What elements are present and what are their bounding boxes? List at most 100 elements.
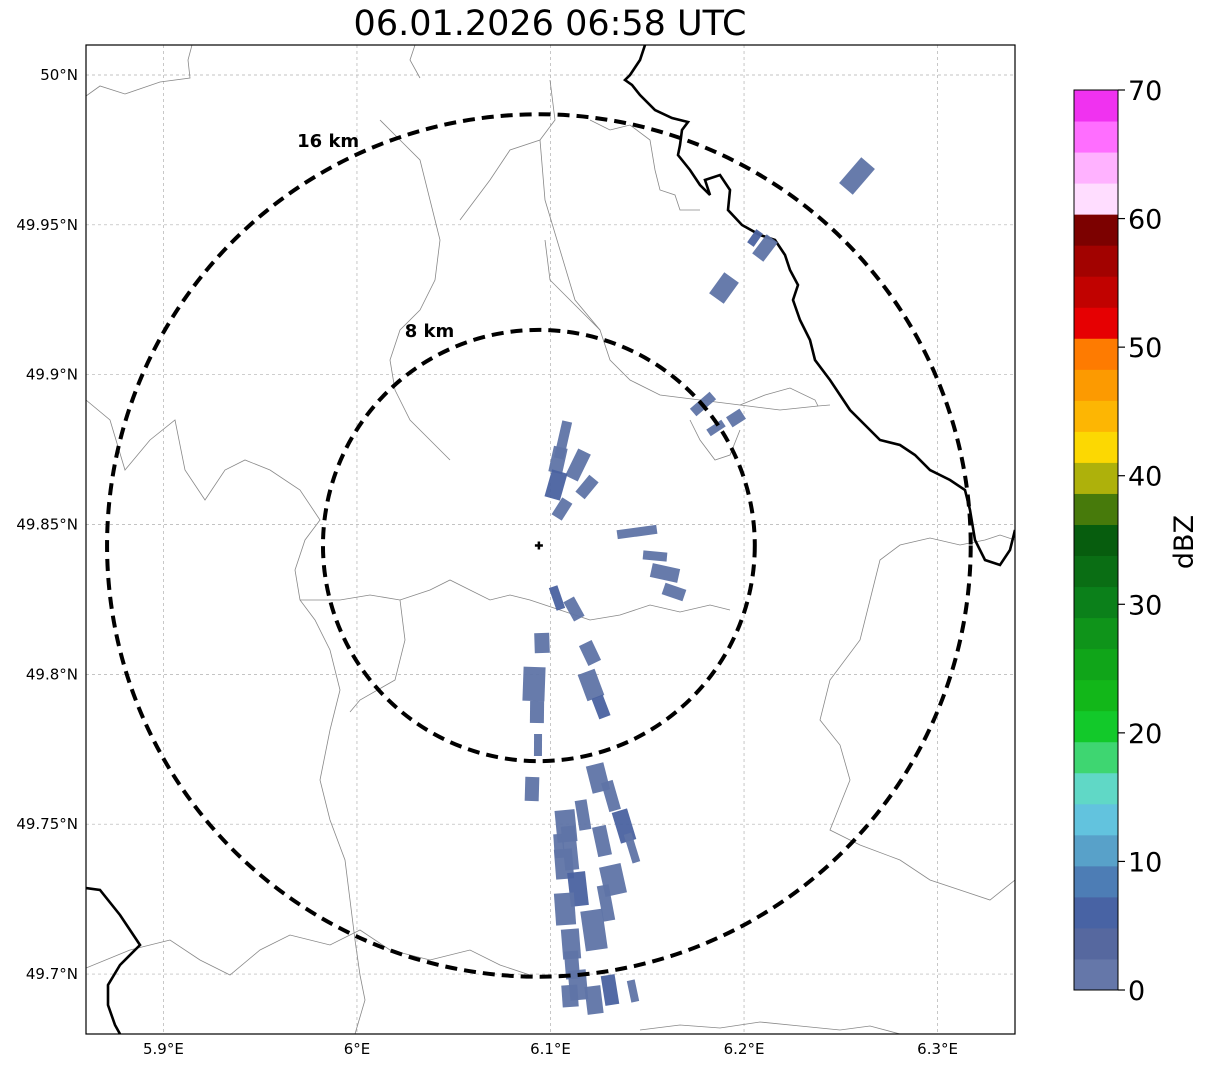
colorbar-segment	[1074, 183, 1118, 215]
echo-cell	[529, 700, 545, 724]
colorbar-segment	[1074, 958, 1118, 991]
x-tick-label: 5.9°E	[143, 1040, 184, 1058]
colorbar-segment	[1074, 865, 1118, 898]
echo-cell	[574, 799, 592, 831]
colorbar-tick-label: 70	[1128, 76, 1162, 107]
range-ring-label: 16 km	[297, 131, 359, 152]
colorbar-segment	[1074, 121, 1118, 153]
colorbar: 0 10 20 30 40 50 60 70 dBZ	[1073, 76, 1200, 1007]
echo-cell	[592, 824, 612, 858]
echo-cell	[752, 234, 778, 262]
colorbar-segment	[1074, 679, 1118, 712]
echo-cell	[563, 596, 585, 622]
colorbar-tick-label: 50	[1128, 333, 1162, 364]
colorbar-tick-label: 40	[1128, 462, 1162, 493]
echo-cell	[553, 848, 575, 880]
y-tick-label: 49.7°N	[26, 965, 78, 983]
colorbar-segment	[1074, 307, 1118, 339]
echo-cell	[553, 892, 577, 926]
colorbar-segment	[1074, 586, 1118, 619]
echo-cell	[548, 445, 568, 475]
colorbar-segment	[1074, 741, 1118, 774]
range-rings: 8 km 16 km	[105, 112, 973, 979]
echo-cell	[591, 694, 611, 720]
x-tick-label: 6.1°E	[530, 1040, 571, 1058]
echo-cell	[578, 640, 602, 666]
gridlines	[86, 45, 1015, 1034]
colorbar-frame	[1073, 89, 1119, 991]
colorbar-tick-label: 60	[1128, 205, 1162, 236]
echo-cell	[661, 582, 687, 602]
colorbar-segment	[1074, 493, 1118, 525]
national-border	[86, 45, 1015, 1034]
x-tick-label: 6.3°E	[917, 1040, 958, 1058]
colorbar-segment	[1074, 834, 1118, 867]
echo-cell	[839, 157, 875, 195]
colorbar-segment	[1074, 214, 1118, 246]
echo-cell	[522, 666, 546, 702]
colorbar-label: dBZ	[1169, 515, 1200, 569]
echo-cell	[580, 908, 608, 952]
echo-cell	[709, 272, 739, 304]
colorbar-segment	[1074, 152, 1118, 184]
radar-site-marker	[534, 541, 543, 550]
colorbar-segment	[1074, 245, 1118, 277]
echo-cell	[616, 524, 658, 540]
echo-cell	[596, 884, 616, 922]
range-ring	[320, 327, 757, 764]
colorbar-segment	[1074, 772, 1118, 805]
echo-cell	[626, 979, 640, 1003]
map-frame	[85, 44, 1016, 1035]
range-ring	[105, 112, 973, 979]
echo-cell	[623, 832, 641, 864]
echo-cell	[601, 779, 621, 813]
colorbar-segment	[1074, 90, 1118, 122]
colorbar-segment	[1074, 710, 1118, 743]
echo-cell	[565, 448, 591, 482]
colorbar-segment	[1074, 648, 1118, 681]
x-tick-label: 6.2°E	[724, 1040, 765, 1058]
echo-cell	[551, 497, 573, 521]
admin-boundaries	[86, 45, 1015, 1034]
colorbar-segment	[1074, 400, 1118, 432]
map-title: 06.01.2026 06:58 UTC	[353, 4, 747, 44]
radar-echoes	[522, 157, 875, 1015]
colorbar-tick-label: 10	[1128, 847, 1162, 878]
echo-cell	[577, 668, 605, 702]
echo-cell	[561, 984, 579, 1008]
echo-cell	[533, 733, 543, 757]
x-axis-ticks: 5.9°E 6°E 6.1°E 6.2°E 6.3°E	[143, 1040, 958, 1058]
y-tick-label: 49.8°N	[26, 665, 78, 683]
y-tick-label: 49.95°N	[16, 216, 78, 234]
colorbar-segment	[1074, 338, 1118, 370]
y-tick-label: 50°N	[40, 66, 78, 84]
colorbar-segment	[1074, 524, 1118, 557]
colorbar-segment	[1074, 617, 1118, 650]
echo-cell	[747, 229, 763, 247]
colorbar-segment	[1074, 927, 1118, 960]
colorbar-segment	[1074, 555, 1118, 588]
y-tick-label: 49.75°N	[16, 815, 78, 833]
x-tick-label: 6°E	[344, 1040, 371, 1058]
y-tick-label: 49.85°N	[16, 516, 78, 534]
echo-cell	[649, 563, 681, 583]
echo-cell	[575, 474, 599, 500]
colorbar-tick-label: 30	[1128, 590, 1162, 621]
echo-cell	[600, 974, 620, 1006]
echo-cell	[524, 776, 540, 802]
echo-cell	[548, 585, 566, 611]
colorbar-segment	[1074, 276, 1118, 308]
echo-cell	[706, 419, 726, 437]
range-ring-label: 8 km	[405, 321, 455, 342]
colorbar-segment	[1074, 462, 1118, 494]
echo-cell	[544, 469, 568, 501]
echo-cell	[726, 408, 746, 428]
y-axis-ticks: 49.7°N 49.75°N 49.8°N 49.85°N 49.9°N 49.95°N 5…	[16, 66, 78, 983]
colorbar-segment	[1074, 896, 1118, 929]
colorbar-tick-label: 20	[1128, 719, 1162, 750]
echo-cell	[584, 985, 604, 1015]
echo-cell	[642, 550, 668, 562]
y-tick-label: 49.9°N	[26, 366, 78, 384]
echo-cell	[534, 632, 550, 654]
